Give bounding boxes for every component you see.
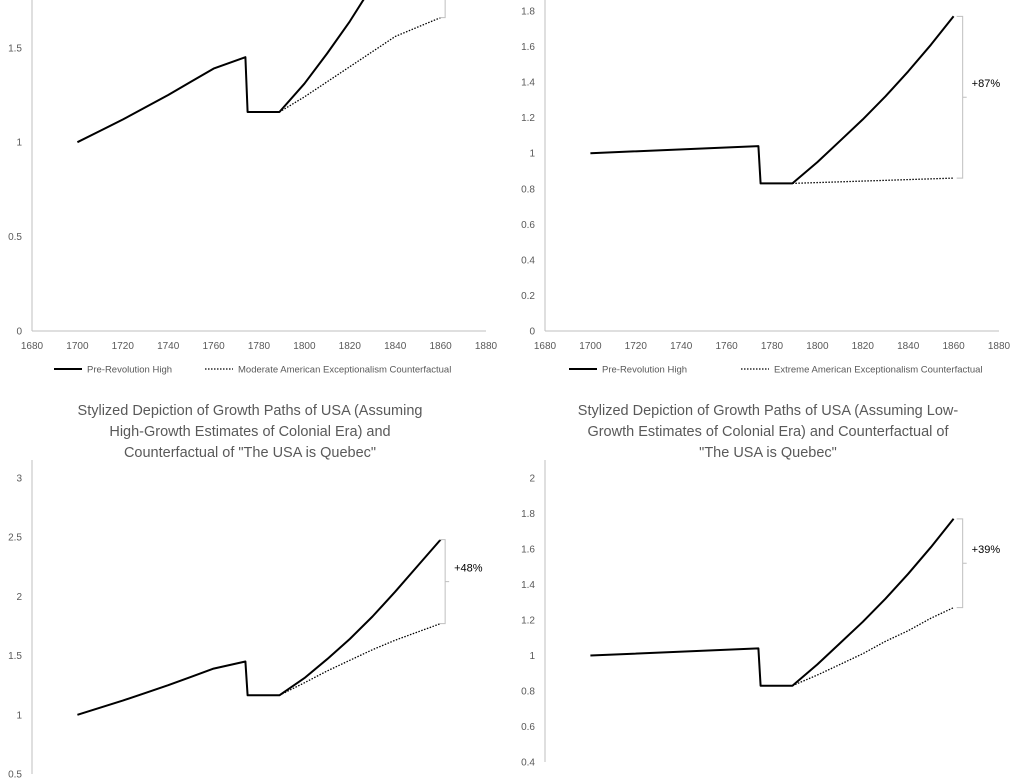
legend-label: Moderate American Exceptionalism Counter… [238, 365, 451, 376]
bracket-annotation [439, 539, 450, 625]
y-tick-label: 0.2 [521, 291, 535, 302]
x-tick-label: 1700 [66, 341, 89, 352]
y-tick-label: 2 [529, 474, 535, 485]
counterfactual-series-line [279, 622, 441, 696]
chart-panel-bottom-left: 0.5 1 1.5 2 2.5 3 +48% [0, 460, 512, 779]
difference-label: +48% [454, 563, 483, 575]
chart-panel-top-right: 0 0.2 0.4 0.6 0.8 1 1.2 1.4 1.6 1.8 1680 1700 1720 17… [512, 0, 1024, 390]
x-tick-label: 1760 [715, 341, 738, 352]
x-tick-label: 1680 [534, 341, 557, 352]
legend-label: Pre-Revolution High [87, 365, 172, 376]
y-tick-label: 2.5 [8, 533, 22, 544]
difference-label: +39% [972, 544, 1001, 556]
y-tick-label: 1.2 [521, 113, 535, 124]
y-tick-label: 0.5 [8, 232, 22, 243]
x-tick-label: 1860 [429, 341, 452, 352]
pre-revolution-series-line [77, 538, 442, 716]
y-tick-label: 1 [16, 710, 22, 721]
pre-revolution-series-line [590, 518, 955, 687]
pre-revolution-series-line [76, 0, 365, 144]
x-tick-label: 1740 [670, 341, 693, 352]
y-tick-label: 1.2 [521, 616, 535, 627]
y-tick-label: 1.8 [521, 7, 535, 18]
x-tick-label: 1700 [579, 341, 602, 352]
chart-title-line: High-Growth Estimates of Colonial Era) a… [109, 424, 391, 440]
y-tick-label: 1.5 [8, 651, 22, 662]
x-tick-label: 1780 [248, 341, 271, 352]
y-tick-label: 1 [529, 651, 535, 662]
chart-panel-top-left: 0 0.5 1 1.5 1680 1700 1720 1740 1760 1780 1800 1820… [0, 0, 512, 390]
bracket-annotation [956, 15, 967, 179]
x-tick-label: 1840 [384, 341, 407, 352]
chart-panel-bottom-right: 0.4 0.6 0.8 1 1.2 1.4 1.6 1.8 2 +39% [512, 460, 1024, 779]
chart-title-line: Stylized Depiction of Growth Paths of US… [77, 403, 423, 419]
x-tick-label: 1720 [625, 341, 648, 352]
y-tick-label: 0.4 [521, 255, 535, 266]
y-tick-label: 0 [529, 327, 535, 338]
chart-title-line: Counterfactual of "The USA is Quebec" [123, 445, 377, 461]
chart-svg: 0.4 0.6 0.8 1 1.2 1.4 1.6 1.8 2 +39% [521, 460, 1001, 769]
bracket-annotation [956, 518, 967, 609]
y-tick-label: 3 [16, 474, 22, 485]
chart-title: Stylized Depiction of Growth Paths of US… [558, 401, 978, 464]
y-tick-label: 0.4 [521, 758, 535, 769]
y-tick-label: 1 [16, 138, 22, 149]
y-tick-label: 1.5 [8, 43, 22, 54]
legend-label: Extreme American Exceptionalism Counterf… [774, 365, 983, 376]
x-tick-label: 1880 [475, 341, 498, 352]
bracket-annotation [439, 0, 446, 19]
y-tick-label: 1.6 [521, 545, 535, 556]
chart-title: Stylized Depiction of Growth Paths of US… [40, 401, 460, 464]
chart-svg: 0 0.5 1 1.5 1680 1700 1720 1740 1760 1780 1800 1820… [8, 0, 498, 376]
x-tick-label: 1740 [157, 341, 180, 352]
x-tick-label: 1820 [852, 341, 875, 352]
y-tick-label: 2 [16, 592, 22, 603]
x-tick-label: 1800 [806, 341, 829, 352]
x-tick-label: 1840 [897, 341, 920, 352]
counterfactual-series-line [792, 607, 954, 687]
x-tick-label: 1720 [112, 341, 135, 352]
y-tick-label: 1.4 [521, 580, 535, 591]
y-tick-label: 0.6 [521, 220, 535, 231]
y-tick-label: 1.8 [521, 509, 535, 520]
chart-title-line: "The USA is Quebec" [699, 445, 837, 461]
y-tick-label: 0 [16, 327, 22, 338]
chart-title-line: Stylized Depiction of Growth Paths of US… [577, 403, 959, 419]
y-tick-label: 1 [529, 149, 535, 160]
y-tick-label: 0.8 [521, 687, 535, 698]
chart-svg: 0 0.2 0.4 0.6 0.8 1 1.2 1.4 1.6 1.8 1680 1700 1720 17… [521, 0, 1011, 376]
counterfactual-series-line [279, 16, 441, 113]
chart-title-line: Growth Estimates of Colonial Era) and Co… [587, 424, 949, 440]
x-tick-label: 1680 [21, 341, 44, 352]
x-tick-label: 1880 [988, 341, 1011, 352]
x-tick-label: 1800 [293, 341, 316, 352]
legend-label: Pre-Revolution High [602, 365, 687, 376]
counterfactual-series-line [792, 177, 954, 185]
y-tick-label: 0.5 [8, 770, 22, 779]
y-tick-label: 1.4 [521, 78, 535, 89]
y-tick-label: 0.6 [521, 722, 535, 733]
difference-label: +87% [972, 78, 1001, 90]
chart-svg: 0.5 1 1.5 2 2.5 3 +48% [8, 460, 483, 779]
x-tick-label: 1820 [339, 341, 362, 352]
x-tick-label: 1860 [942, 341, 965, 352]
pre-revolution-series-line [590, 15, 955, 185]
x-tick-label: 1780 [761, 341, 784, 352]
y-tick-label: 0.8 [521, 184, 535, 195]
y-tick-label: 1.6 [521, 42, 535, 53]
x-tick-label: 1760 [202, 341, 225, 352]
